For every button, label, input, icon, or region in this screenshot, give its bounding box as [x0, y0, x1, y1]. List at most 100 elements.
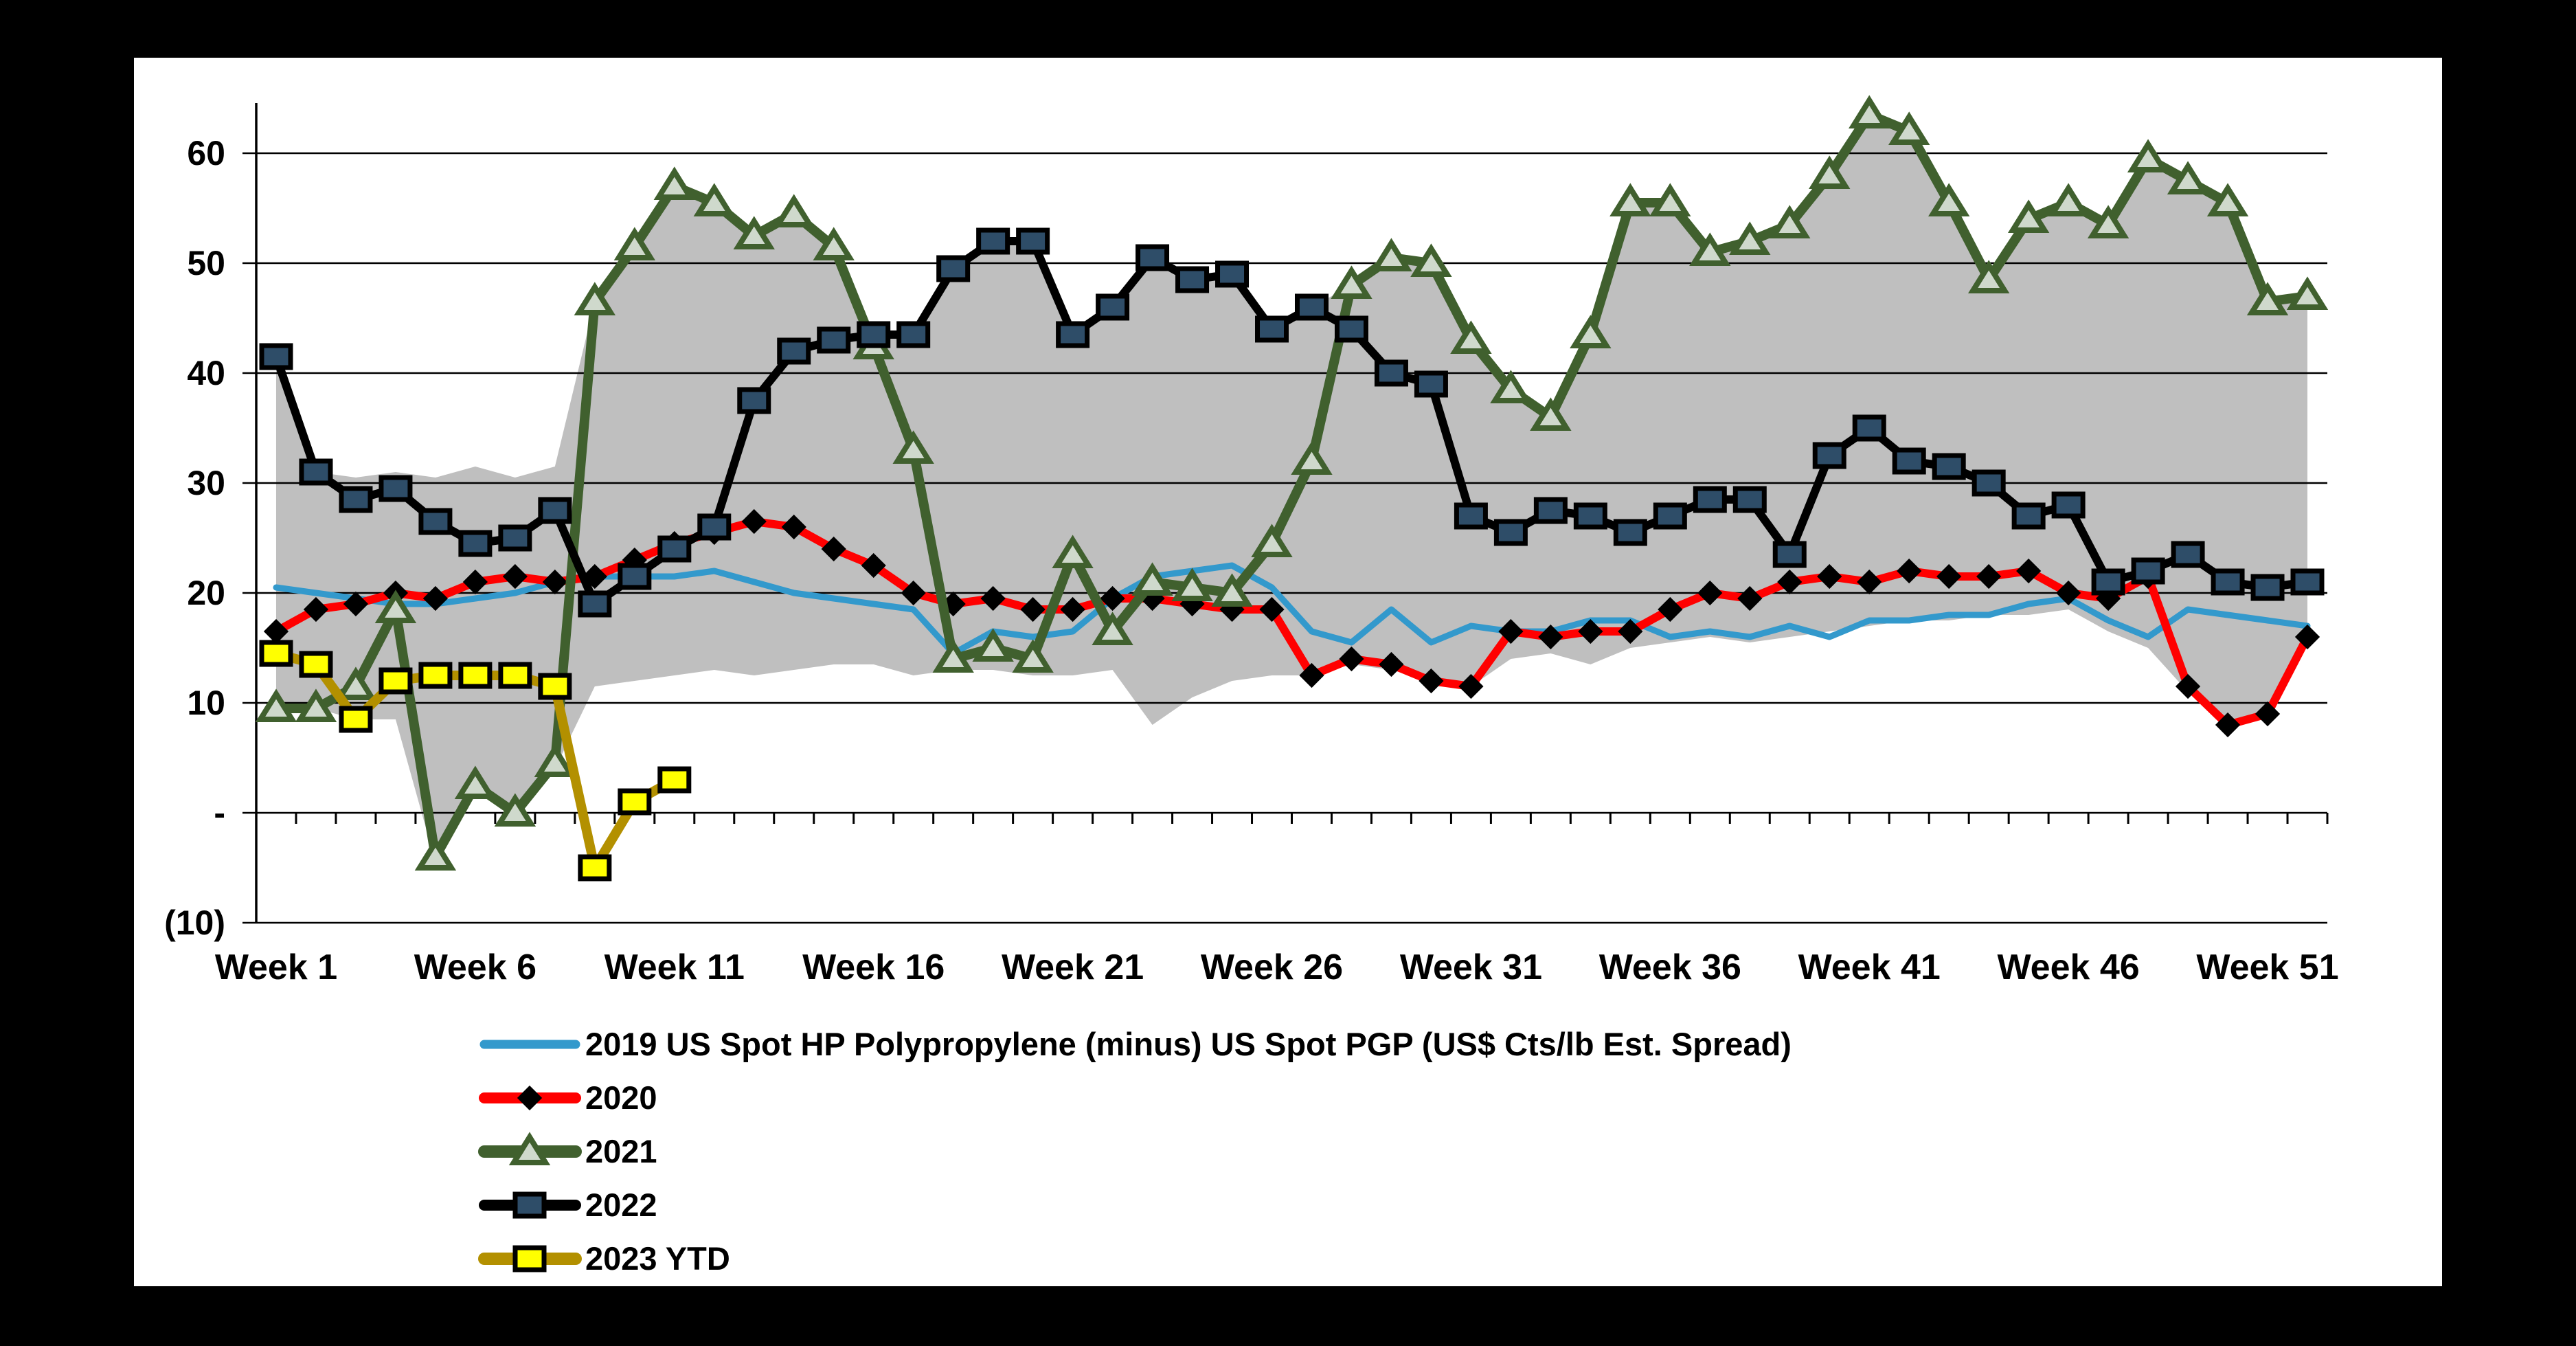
marker-triangle — [1928, 183, 1970, 216]
series-2019 — [273, 562, 2311, 657]
marker-diamond — [1020, 596, 1046, 622]
marker-diamond — [517, 1085, 543, 1111]
marker-triangle — [1967, 260, 2010, 293]
y-tick-label: 40 — [187, 354, 225, 392]
x-tick-label: Week 6 — [414, 947, 536, 987]
marker-diamond — [2294, 624, 2320, 650]
marker-diamond — [1060, 596, 1085, 622]
marker-square — [259, 640, 293, 667]
x-tick-label: Week 31 — [1400, 947, 1542, 987]
marker-diamond — [1379, 651, 1404, 677]
marker-square — [1136, 244, 1170, 271]
x-tick-label: Week 51 — [2196, 947, 2338, 987]
marker-triangle — [1211, 573, 1253, 607]
marker-triangle — [374, 590, 417, 623]
marker-square — [857, 321, 891, 348]
marker-diamond — [1737, 585, 1763, 612]
legend: 2019 US Spot HP Polypropylene (minus) US… — [478, 1026, 1792, 1277]
marker-square — [657, 535, 692, 563]
marker-square — [1573, 502, 1607, 530]
marker-diamond — [343, 591, 369, 617]
marker-square — [1693, 486, 1727, 513]
marker-diamond — [1817, 563, 1842, 590]
marker-triangle — [508, 1132, 551, 1165]
marker-triangle — [932, 639, 974, 673]
y-tick-label: 50 — [187, 244, 225, 282]
x-tick-label: Week 21 — [1002, 947, 1144, 987]
series-line — [271, 110, 2313, 862]
marker-diamond — [1697, 580, 1723, 606]
marker-triangle — [813, 227, 855, 260]
marker-diamond — [1299, 662, 1324, 688]
marker-square — [259, 343, 293, 370]
marker-triangle — [1689, 232, 1731, 266]
series-line — [271, 237, 2312, 608]
marker-square — [458, 662, 493, 689]
marker-square — [1653, 502, 1687, 530]
marker-square — [618, 563, 652, 590]
marker-triangle — [295, 688, 337, 722]
range-band-area — [275, 115, 2308, 862]
marker-square — [498, 524, 532, 552]
marker-triangle — [2047, 183, 2090, 216]
marker-diamond — [1259, 596, 1285, 622]
y-tick-label: 10 — [187, 684, 225, 722]
marker-square — [2091, 568, 2125, 596]
marker-diamond — [2016, 558, 2042, 584]
marker-triangle — [1331, 265, 1372, 299]
marker-diamond — [542, 569, 567, 595]
legend-item-2020: 2020 — [479, 1079, 657, 1116]
axes — [255, 103, 2329, 923]
marker-triangle — [1570, 315, 1612, 348]
marker-square — [1056, 321, 1090, 348]
marker-triangle — [1052, 535, 1094, 568]
marker-triangle — [494, 793, 536, 827]
marker-triangle — [693, 183, 735, 216]
marker-square — [737, 387, 771, 414]
marker-square — [339, 706, 373, 733]
marker-diamond — [303, 596, 329, 622]
marker-triangle — [1092, 612, 1133, 645]
marker-triangle — [773, 194, 815, 227]
marker-square — [1096, 293, 1130, 321]
marker-triangle — [534, 743, 576, 777]
marker-triangle — [1171, 568, 1213, 601]
marker-triangle — [2167, 161, 2209, 194]
marker-triangle — [414, 837, 457, 871]
marker-diamond — [2056, 580, 2081, 606]
marker-square — [1732, 486, 1767, 513]
marker-triangle — [454, 765, 497, 799]
marker-diamond — [821, 536, 846, 562]
x-tick-label: Week 41 — [1798, 947, 1941, 987]
marker-triangle — [255, 688, 297, 722]
x-tick-label: Week 11 — [605, 947, 745, 987]
marker-triangle — [2206, 183, 2249, 216]
marker-diamond — [1897, 558, 1922, 584]
y-axis-labels: 60 50 40 30 20 10 - (10) — [164, 134, 225, 942]
legend-label: 2022 — [585, 1187, 657, 1223]
marker-triangle — [1729, 221, 1771, 255]
marker-diamond — [1578, 618, 1603, 644]
marker-triangle — [613, 227, 656, 260]
marker-diamond — [502, 563, 528, 590]
y-tick-label: 30 — [187, 464, 225, 502]
legend-item-2019: 2019 US Spot HP Polypropylene (minus) US… — [479, 1026, 1792, 1062]
marker-triangle — [2127, 139, 2169, 172]
marker-square — [936, 255, 971, 282]
marker-diamond — [1936, 563, 1962, 590]
marker-triangle — [1131, 562, 1173, 596]
marker-triangle — [653, 166, 695, 200]
x-tick-label: Week 36 — [1599, 947, 1741, 987]
marker-diamond — [980, 585, 1006, 612]
series-2021 — [255, 95, 2329, 871]
marker-square — [512, 1191, 547, 1219]
marker-triangle — [1450, 320, 1492, 354]
legend-label: 2019 US Spot HP Polypropylene (minus) US… — [585, 1026, 1792, 1062]
x-tick-label: Week 46 — [1998, 947, 2140, 987]
marker-diamond — [1857, 569, 1882, 595]
marker-square — [299, 458, 333, 486]
legend-label: 2020 — [585, 1079, 657, 1116]
marker-diamond — [422, 585, 449, 612]
marker-square — [896, 321, 931, 348]
